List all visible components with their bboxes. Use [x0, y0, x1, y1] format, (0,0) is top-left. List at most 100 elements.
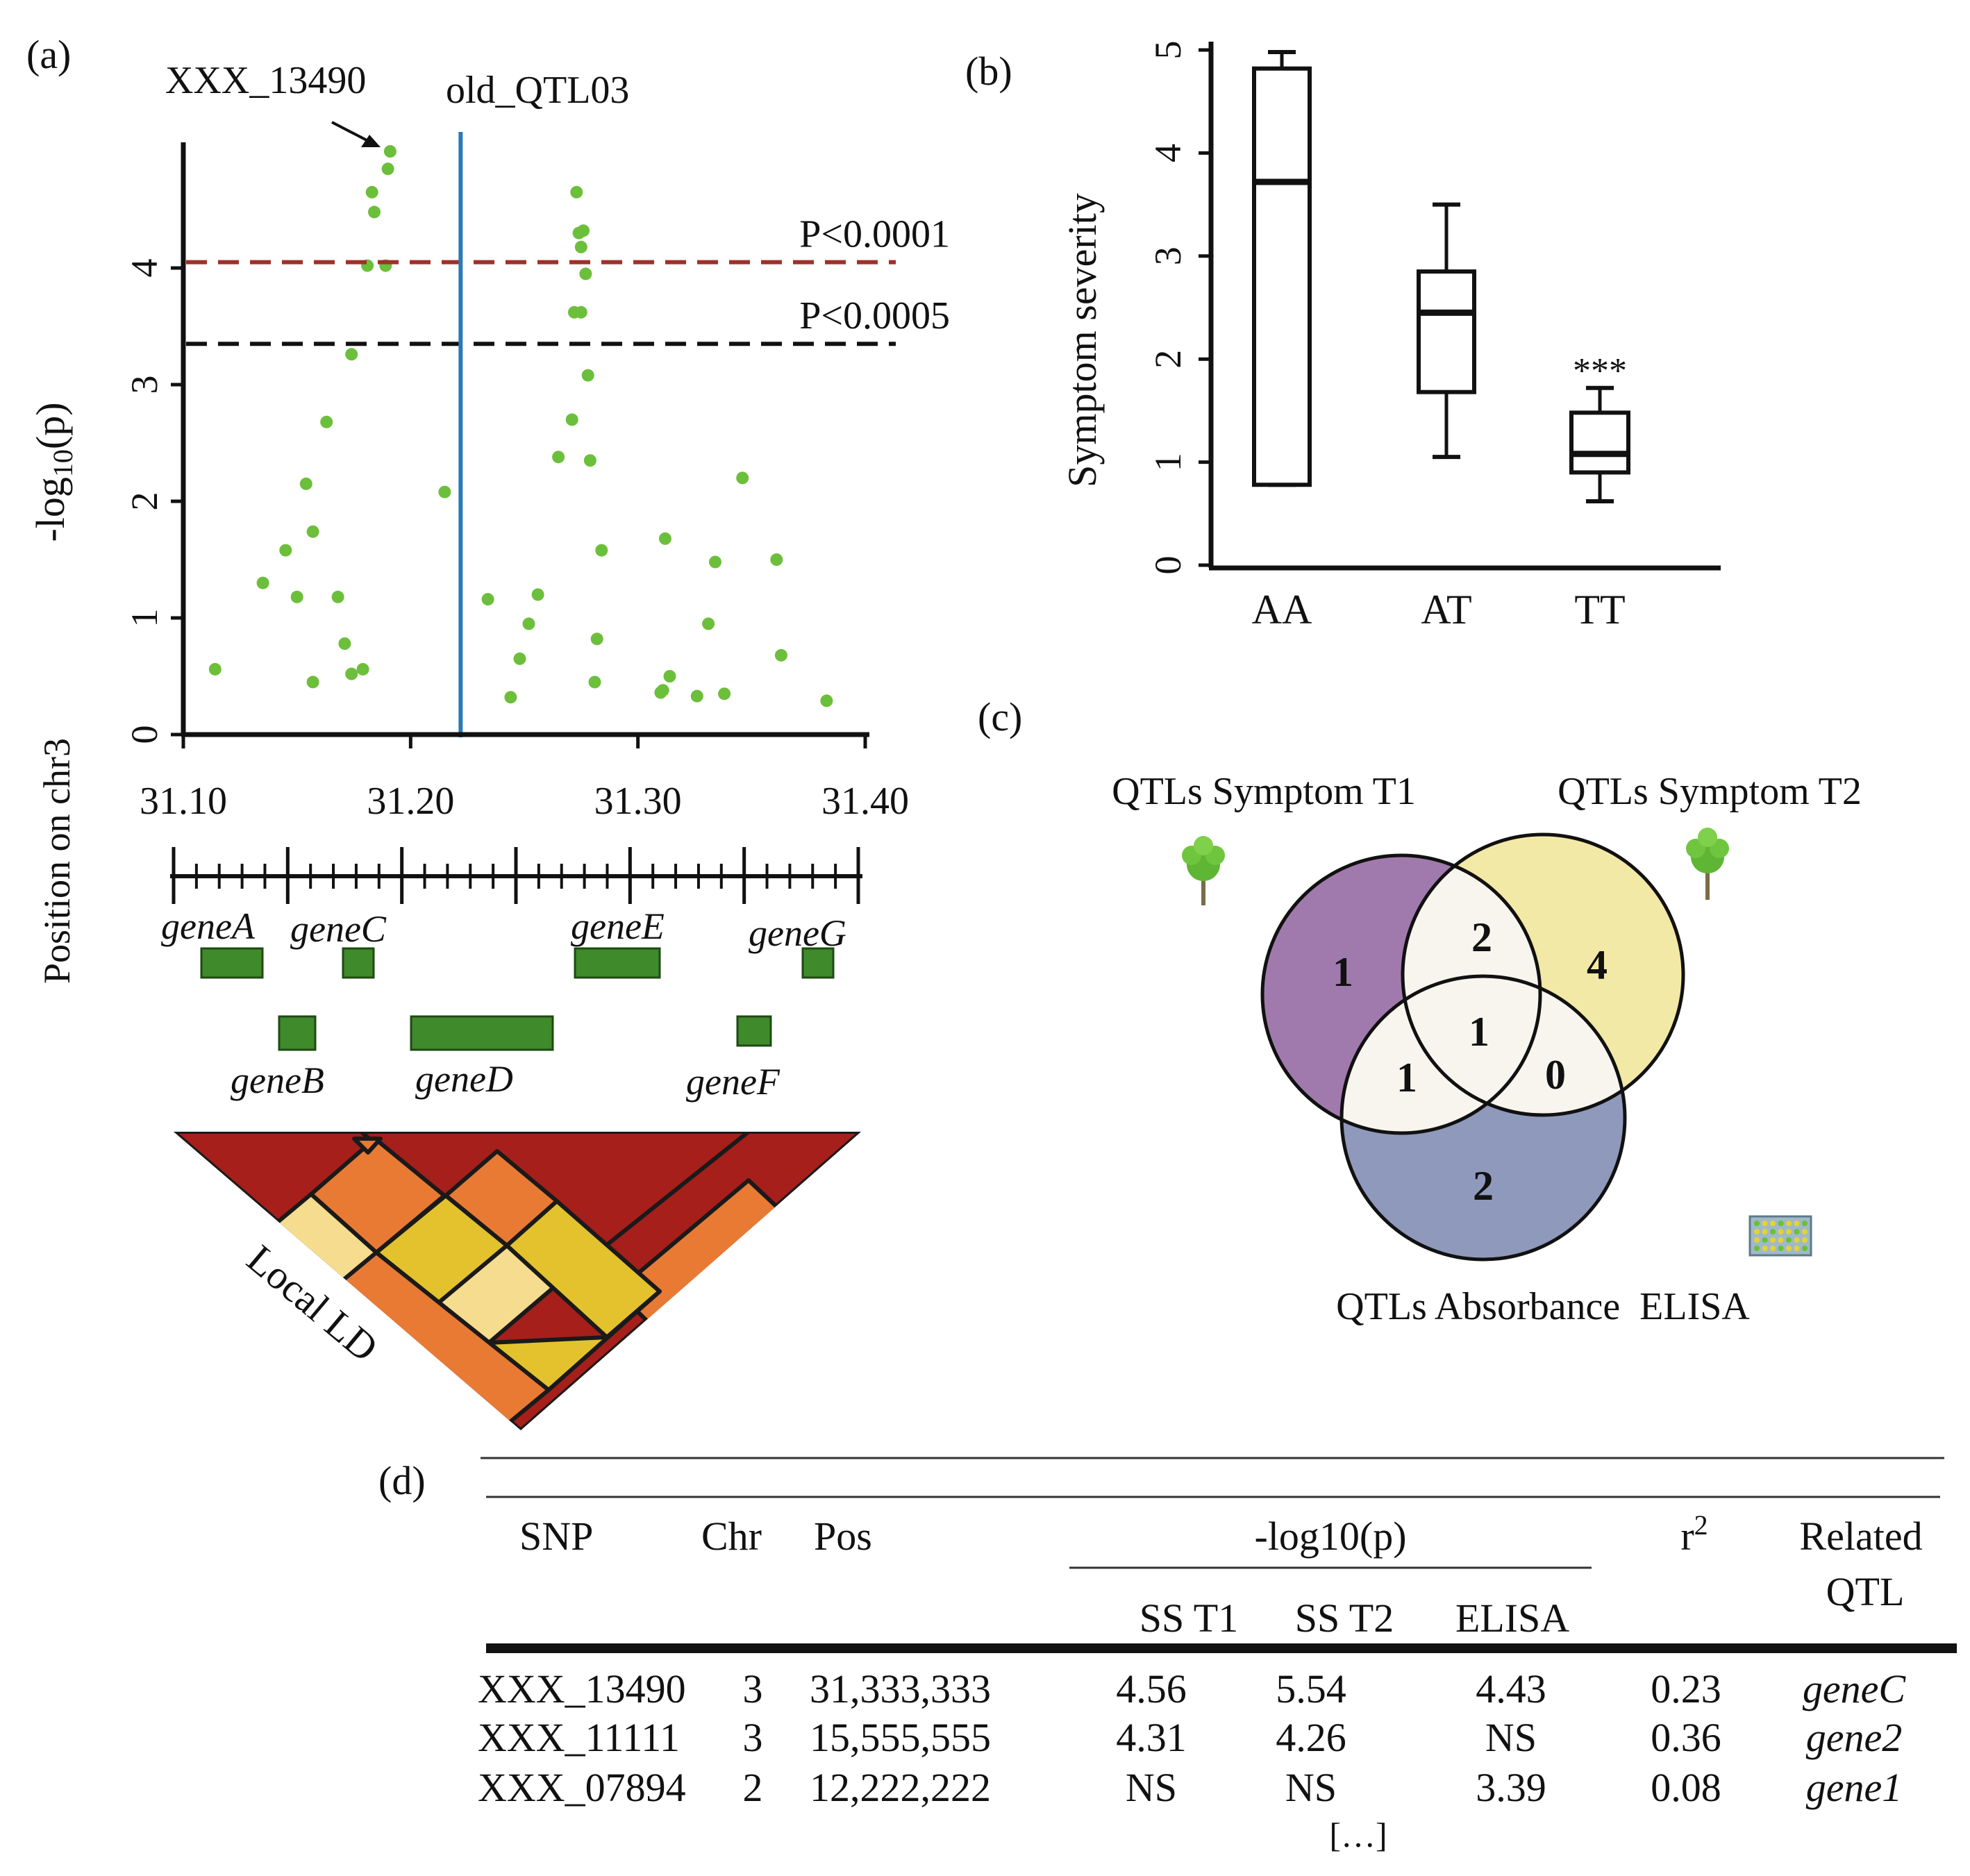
manhattan-x-ticks: 31.10 31.20 31.30 31.40	[140, 735, 909, 823]
y-tick-label: 4	[124, 259, 165, 278]
y-tick-label: 1	[1147, 453, 1189, 471]
box-tt	[1569, 385, 1630, 503]
snp-point	[709, 555, 721, 569]
venn-diagram: 1 2 4 1 1 0 2 QTLs Symptom T1 QTLs Sympt…	[1112, 770, 1862, 1328]
venn-outline-t2	[1401, 832, 1685, 1117]
cell-related-qtl: geneC	[1803, 1666, 1906, 1711]
cell-elisa: NS	[1485, 1715, 1537, 1760]
snp-point	[577, 224, 590, 237]
cell-r2: 0.36	[1651, 1715, 1721, 1760]
snp-point	[381, 162, 394, 176]
venn-label-elisa: QTLs Absorbance ELISA	[1336, 1285, 1750, 1328]
snp-point	[338, 637, 351, 650]
boxplot: 0 1 2 3 4 5 AA AT TT *** Symptom severity	[1060, 41, 1721, 633]
panel-label-c: (c)	[978, 694, 1022, 739]
snp-point	[306, 525, 319, 538]
x-category-label: AT	[1421, 587, 1471, 633]
header-ss-t1: SS T1	[1140, 1596, 1238, 1641]
cell-snp: XXX_07894	[478, 1765, 686, 1810]
manhattan-y-ticks: 0 1 2 3 4	[124, 259, 183, 744]
snp-point	[513, 652, 526, 665]
snp-point	[531, 588, 544, 601]
x-category-label: TT	[1574, 587, 1625, 633]
header-ss-t2: SS T2	[1295, 1596, 1394, 1641]
y-tick-label: 3	[124, 376, 165, 394]
snp-point	[574, 240, 587, 253]
x-tick-label: 31.40	[821, 780, 909, 823]
snp-point	[345, 667, 358, 680]
header-qtl: QTL	[1826, 1569, 1905, 1614]
snp-point	[570, 185, 583, 199]
tree-icon	[1686, 828, 1729, 900]
gene-label-e: geneE	[571, 905, 665, 947]
table-row: XXX_07894 2 12,222,222 NS NS 3.39 0.08 gene1	[478, 1765, 1902, 1810]
snp-point	[588, 676, 601, 689]
table-body: XXX_13490 3 31,333,333 4.56 5.54 4.43 0.23 gene…	[478, 1666, 1906, 1810]
box-at	[1417, 202, 1476, 460]
cell-pos: 15,555,555	[810, 1715, 991, 1760]
cell-r2: 0.08	[1651, 1765, 1721, 1810]
boxplot-boxes	[1252, 49, 1630, 503]
boxplot-y-label: Symptom severity	[1060, 193, 1105, 487]
snp-point	[279, 544, 292, 557]
venn-count-t1-only: 1	[1333, 949, 1353, 995]
cell-pos: 12,222,222	[810, 1765, 991, 1810]
gene-box-c	[342, 947, 375, 979]
snp-point	[718, 687, 731, 701]
y-tick-label: 4	[1147, 144, 1189, 162]
snp-point	[552, 451, 565, 464]
table-row: XXX_13490 3 31,333,333 4.56 5.54 4.43 0.23 gene…	[478, 1666, 1906, 1711]
snp-point	[590, 633, 603, 646]
snp-point	[368, 206, 381, 219]
gene-box-g	[801, 947, 835, 979]
snp-point	[595, 544, 608, 557]
header-chr: Chr	[701, 1514, 762, 1559]
cell-ss-t1: 4.31	[1116, 1715, 1187, 1760]
cell-chr: 2	[743, 1765, 763, 1810]
gene-box-a	[200, 947, 264, 979]
cell-ss-t2: NS	[1285, 1765, 1337, 1810]
snp-point	[820, 694, 833, 707]
tree-icon	[1182, 836, 1225, 905]
gene-box-e	[574, 947, 661, 979]
snp-point	[690, 689, 703, 703]
header-elisa: ELISA	[1455, 1596, 1569, 1641]
cell-chr: 3	[743, 1666, 763, 1711]
table-ellipsis: […]	[1329, 1816, 1387, 1854]
cell-ss-t2: 5.54	[1276, 1666, 1346, 1711]
venn-outline-elisa	[1339, 974, 1627, 1262]
snp-point	[331, 590, 344, 603]
cell-related-qtl: gene1	[1806, 1765, 1903, 1810]
ld-heatmap: Local LD	[174, 1132, 861, 1430]
y-tick-label: 0	[124, 726, 165, 744]
manhattan-points	[208, 145, 833, 707]
header-r2: r2	[1680, 1509, 1708, 1559]
cell-ss-t2: 4.26	[1276, 1715, 1346, 1760]
snp-point	[481, 593, 494, 606]
venn-count-t1-t2: 2	[1471, 914, 1492, 960]
gene-box-f	[736, 1015, 772, 1047]
venn-count-t2-elisa: 0	[1545, 1052, 1566, 1098]
venn-label-t2: QTLs Symptom T2	[1558, 770, 1862, 813]
header-pos: Pos	[814, 1514, 872, 1559]
cell-related-qtl: gene2	[1806, 1715, 1903, 1760]
table-row: XXX_11111 3 15,555,555 4.31 4.26 NS 0.36 gene2	[478, 1715, 1902, 1760]
cell-ss-t1: NS	[1126, 1765, 1177, 1810]
header-log10p: -log10(p)	[1254, 1514, 1406, 1559]
y-tick-label: 2	[1147, 350, 1189, 369]
panel-label-d: (d)	[378, 1458, 426, 1503]
snp-point	[383, 145, 396, 158]
venn-outline-t1	[1260, 853, 1542, 1135]
panel-label-a: (a)	[26, 32, 71, 77]
cell-snp: XXX_13490	[478, 1666, 686, 1711]
cell-r2: 0.23	[1651, 1666, 1721, 1711]
boxplot-y-ticks: 0 1 2 3 4 5	[1147, 41, 1211, 575]
gene-box-b	[278, 1015, 317, 1051]
position-label: Position on chr3	[36, 738, 78, 984]
box-aa	[1252, 49, 1312, 487]
snp-point	[504, 691, 517, 704]
snp-point	[583, 454, 596, 467]
gene-label-b: geneB	[231, 1060, 324, 1101]
